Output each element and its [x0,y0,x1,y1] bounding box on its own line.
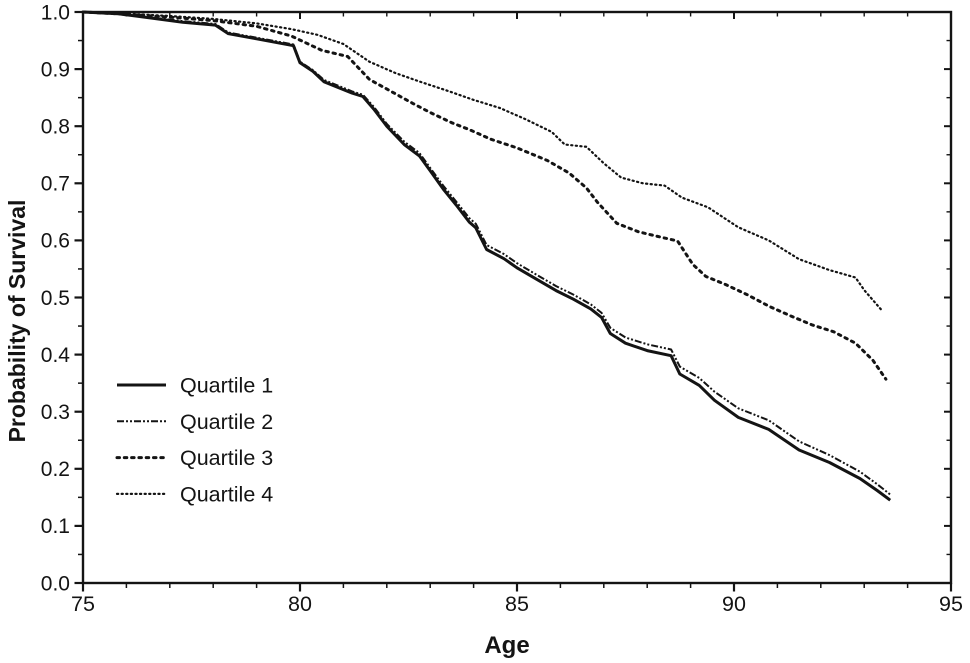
legend-label: Quartile 4 [180,482,273,506]
y-tick-label: 0.0 [41,572,70,595]
y-tick-label: 0.6 [41,230,70,253]
legend: Quartile 1 Quartile 2 Quartile 3 Quartile 4 [115,374,273,506]
legend-label: Quartile 1 [180,374,273,398]
y-tick-label: 0.5 [41,287,70,310]
x-tick-label: 95 [939,592,963,616]
y-tick-label: 0.3 [41,401,70,424]
y-axis-title: Probability of Survival [4,200,30,443]
legend-label: Quartile 2 [180,410,273,434]
y-tick-label: 0.7 [41,173,70,196]
plot-frame [81,10,953,585]
legend-item-quartile-1: Quartile 1 [117,374,273,398]
curve-quartile-2 [82,11,891,496]
y-tick-label: 0.4 [41,344,71,367]
y-tick-label: 1.0 [41,1,70,24]
y-tick-label: 0.8 [41,116,70,139]
y-tick-label: 0.1 [41,515,70,538]
legend-item-quartile-2: Quartile 2 [117,410,273,434]
curve-quartile-4 [81,10,883,312]
legend-item-quartile-4: Quartile 4 [115,482,273,506]
legend-label: Quartile 3 [180,446,273,470]
x-tick-label: 80 [288,592,312,616]
x-axis-title: Age [484,632,529,659]
legend-item-quartile-3: Quartile 3 [115,446,273,470]
x-tick-label: 90 [722,592,746,616]
y-tick-label: 0.9 [41,58,70,81]
curve-quartile-3 [81,10,888,381]
y-tick-label: 0.2 [41,458,70,481]
x-tick-label: 75 [71,592,95,616]
x-tick-label: 85 [505,592,529,616]
